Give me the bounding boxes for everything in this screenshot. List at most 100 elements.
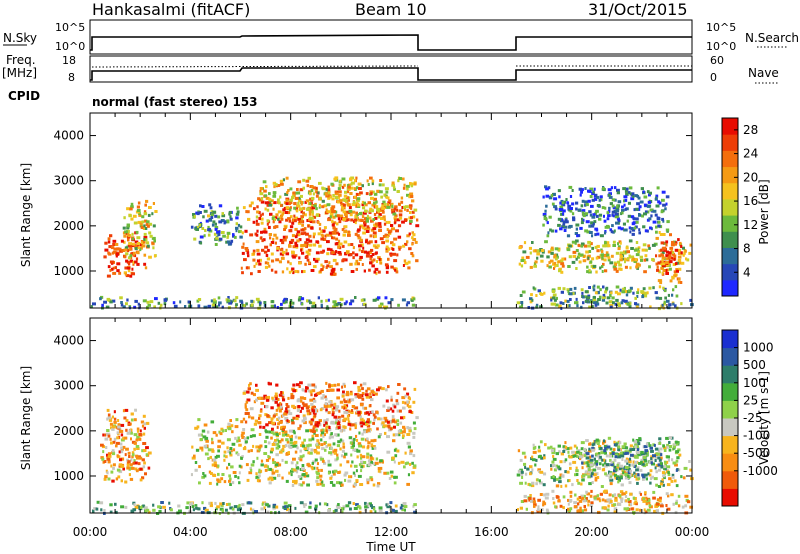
velocity-cell [401, 436, 405, 439]
velocity-cell [297, 475, 302, 479]
velocity-cell [337, 471, 341, 474]
power-cell [237, 223, 241, 227]
velocity-cell [271, 396, 274, 400]
velocity-cell [316, 391, 320, 395]
velocity-cell [653, 477, 658, 481]
power-cell [563, 229, 567, 232]
power-cell [320, 299, 323, 303]
power-cell [344, 210, 349, 214]
power-cell [680, 261, 685, 265]
power-cell [636, 217, 639, 221]
velocity-cell [136, 456, 140, 460]
power-cell [638, 231, 641, 235]
power-cell [372, 231, 377, 235]
power-cell [387, 247, 390, 251]
velocity-cell [365, 411, 369, 415]
velocity-cell [291, 404, 295, 408]
power-cell [125, 274, 130, 278]
velocity-cell [391, 419, 395, 423]
power-cell [207, 228, 211, 232]
power-cell [308, 210, 312, 213]
power-cell [394, 268, 397, 272]
velocity-cell [288, 508, 292, 512]
power-cell [645, 248, 648, 252]
power-cell [372, 244, 377, 248]
velocity-cell [335, 405, 340, 409]
power-cell [136, 251, 140, 255]
velocity-cell [299, 409, 302, 413]
velocity-cell [135, 445, 140, 448]
power-cell [587, 294, 591, 298]
power-cell [298, 199, 302, 203]
velocity-cell [353, 437, 356, 441]
velocity-cell [286, 405, 290, 409]
velocity-cell [117, 423, 121, 427]
power-cell [256, 259, 260, 263]
power-cell [128, 248, 131, 251]
power-cell [371, 219, 374, 223]
power-cell [286, 191, 289, 195]
velocity-cell [403, 387, 407, 391]
power-cell [352, 200, 356, 204]
power-cell [550, 251, 554, 255]
power-cell [242, 206, 246, 210]
power-cell [268, 197, 272, 201]
power-cell [613, 267, 618, 271]
velocity-cell [530, 499, 534, 503]
power-cell [259, 198, 263, 202]
velocity-cell [244, 412, 249, 415]
power-cell [585, 220, 590, 224]
power-cell [385, 195, 389, 199]
velocity-cell [339, 400, 344, 404]
power-cell [579, 193, 582, 197]
power-cell [568, 304, 571, 308]
velocity-cell [606, 498, 610, 502]
power-cell [362, 302, 367, 306]
velocity-cell [293, 481, 298, 485]
velocity-cell [281, 395, 285, 399]
velocity-cell [296, 414, 300, 418]
time-axis-labels: 00:00 04:00 08:00 12:00 16:00 20:00 00:00 [73, 525, 710, 539]
power-cell [402, 264, 405, 267]
velocity-cell [320, 457, 324, 461]
velocity-cell [259, 396, 264, 400]
power-cell [142, 226, 145, 230]
velocity-cell [619, 490, 624, 494]
velocity-cell [543, 472, 547, 476]
power-cell [142, 299, 147, 303]
velocity-cell [587, 468, 591, 472]
velocity-cell [657, 468, 662, 472]
velocity-cell [192, 508, 195, 512]
velocity-cell [337, 440, 341, 444]
velocity-cell [206, 436, 209, 440]
power-cell [271, 216, 275, 220]
power-cell [410, 195, 414, 198]
velocity-cell [332, 442, 336, 446]
velocity-cell [630, 507, 634, 511]
velocity-cell [536, 509, 540, 513]
velocity-cell [551, 460, 555, 464]
velocity-cell [390, 419, 393, 423]
power-cell [258, 217, 261, 220]
power-cell [267, 201, 271, 205]
power-cell [146, 305, 149, 309]
power-cell [542, 223, 545, 227]
velocity-cell [354, 473, 356, 477]
velocity-cell [120, 457, 125, 461]
velocity-cell [576, 446, 578, 450]
velocity-cell [646, 508, 651, 512]
power-cell [136, 236, 141, 240]
power-cell [301, 302, 304, 306]
power-cell [284, 192, 289, 196]
velocity-cell [394, 420, 398, 424]
velocity-cell [648, 444, 652, 448]
velocity-cell [132, 461, 135, 465]
cpid-label: CPID [8, 89, 40, 103]
velocity-cell [211, 463, 215, 467]
power-cell [617, 247, 621, 251]
power-cell [413, 208, 418, 212]
velocity-cell [537, 498, 541, 502]
power-cell [543, 215, 547, 218]
velocity-cell [306, 444, 310, 448]
velocity-cell [655, 464, 659, 468]
